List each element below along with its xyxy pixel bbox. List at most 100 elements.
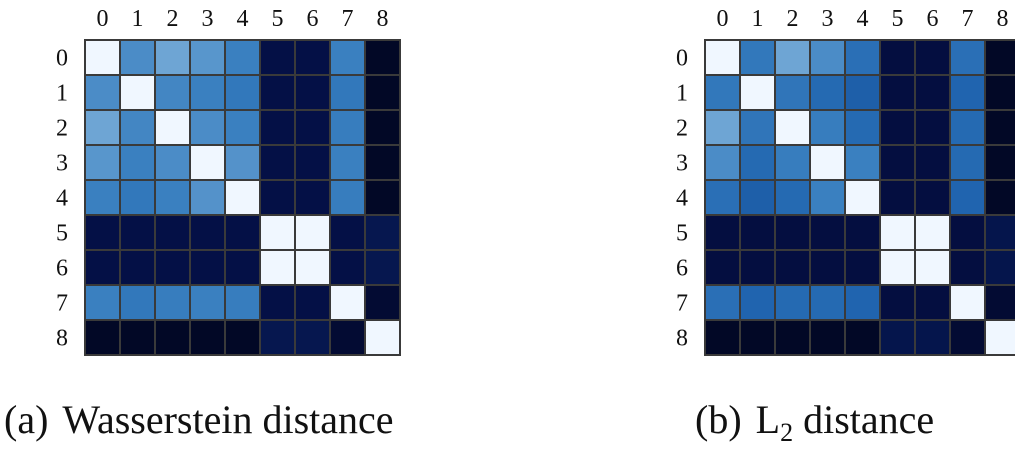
heatmap-cell-7-3 [809,284,846,321]
heatmap-cell-7-6 [294,284,331,321]
heatmap-cell-6-3 [189,249,226,286]
heatmap-cell-1-3 [189,74,226,111]
caption-wasserstein: (a) Wasserstein distance [4,400,394,440]
heatmap-cell-8-5 [259,319,296,356]
heatmap-cell-8-0 [84,319,121,356]
heatmap-cell-7-6 [914,284,951,321]
heatmap-cell-8-8 [984,319,1015,356]
heatmap-cell-4-0 [84,179,121,216]
heatmap-cell-0-1 [739,39,776,76]
heatmap-cell-6-8 [984,249,1015,286]
heatmap-cell-2-3 [809,109,846,146]
heatmap-cell-5-4 [224,214,261,251]
heatmap-cell-3-5 [259,144,296,181]
heatmap-cell-2-2 [154,109,191,146]
heatmap-cell-7-2 [154,284,191,321]
y-tick-label: 2 [56,116,68,142]
heatmap-cell-6-1 [119,249,156,286]
heatmap-cell-3-3 [189,144,226,181]
heatmap-cell-8-6 [914,319,951,356]
heatmap-cell-3-7 [949,144,986,181]
heatmap-cell-0-7 [329,39,366,76]
heatmap-cell-6-2 [774,249,811,286]
heatmap-cell-0-0 [84,39,121,76]
heatmap-cell-4-5 [259,179,296,216]
heatmap-cell-3-3 [809,144,846,181]
heatmap-cell-2-8 [984,109,1015,146]
heatmap-cell-3-1 [739,144,776,181]
heatmap-cell-6-0 [84,249,121,286]
heatmap-cell-2-2 [774,109,811,146]
heatmap-cell-3-6 [914,144,951,181]
caption-text: L [755,397,781,442]
x-tick-label: 5 [272,6,284,32]
heatmap-cell-7-7 [329,284,366,321]
heatmap-cell-2-5 [879,109,916,146]
heatmap-cell-6-6 [294,249,331,286]
y-tick-label: 6 [56,256,68,282]
heatmap-cell-1-6 [294,74,331,111]
caption-label: (b) [695,397,742,442]
heatmap-cell-6-4 [844,249,881,286]
heatmap-cell-0-4 [224,39,261,76]
heatmap-cell-7-1 [119,284,156,321]
heatmap-cell-8-7 [329,319,366,356]
heatmap-cell-6-4 [224,249,261,286]
heatmap-cell-3-8 [984,144,1015,181]
heatmap-cell-5-7 [949,214,986,251]
heatmap-cell-3-4 [844,144,881,181]
heatmap-cell-0-3 [189,39,226,76]
x-tick-label: 0 [717,6,729,32]
x-tick-label: 6 [307,6,319,32]
heatmap-cell-2-4 [844,109,881,146]
heatmap-cell-6-2 [154,249,191,286]
heatmap-cell-7-8 [984,284,1015,321]
heatmap-cell-1-1 [119,74,156,111]
heatmap-cell-1-8 [984,74,1015,111]
heatmap-cell-7-4 [844,284,881,321]
heatmap-cell-1-4 [844,74,881,111]
heatmap-cell-1-6 [914,74,951,111]
y-tick-label: 3 [676,151,688,177]
heatmap-cell-8-2 [774,319,811,356]
heatmap-cell-4-4 [224,179,261,216]
x-tick-label: 7 [962,6,974,32]
x-tick-label: 3 [202,6,214,32]
heatmap-cell-4-7 [329,179,366,216]
heatmap-cell-4-2 [774,179,811,216]
heatmap-cell-2-7 [329,109,366,146]
heatmap-cell-3-4 [224,144,261,181]
heatmap-cell-4-5 [879,179,916,216]
heatmap-cell-1-4 [224,74,261,111]
heatmap-cell-8-4 [224,319,261,356]
heatmap-cell-0-5 [259,39,296,76]
heatmap-cell-2-7 [949,109,986,146]
heatmap-cell-5-3 [809,214,846,251]
heatmap-cell-4-1 [739,179,776,216]
caption-text: Wasserstein distance [62,397,394,442]
heatmap-cell-0-0 [704,39,741,76]
heatmap-cell-8-3 [809,319,846,356]
heatmap-cell-7-0 [704,284,741,321]
x-tick-label: 4 [857,6,869,32]
heatmap-cell-8-7 [949,319,986,356]
heatmap-cell-5-3 [189,214,226,251]
heatmap-cell-3-0 [84,144,121,181]
heatmap-cell-4-8 [984,179,1015,216]
heatmap-cell-7-8 [364,284,401,321]
heatmap-cell-7-3 [189,284,226,321]
heatmap-cell-0-6 [294,39,331,76]
x-tick-label: 7 [342,6,354,32]
heatmap-cell-5-2 [774,214,811,251]
heatmap-cell-8-1 [739,319,776,356]
heatmap-cell-8-6 [294,319,331,356]
heatmap-cell-8-2 [154,319,191,356]
x-tick-label: 5 [892,6,904,32]
y-tick-label: 7 [56,291,68,317]
caption-label: (a) [4,397,49,442]
heatmap-cell-4-4 [844,179,881,216]
heatmap-cell-2-5 [259,109,296,146]
y-tick-label: 1 [676,81,688,107]
